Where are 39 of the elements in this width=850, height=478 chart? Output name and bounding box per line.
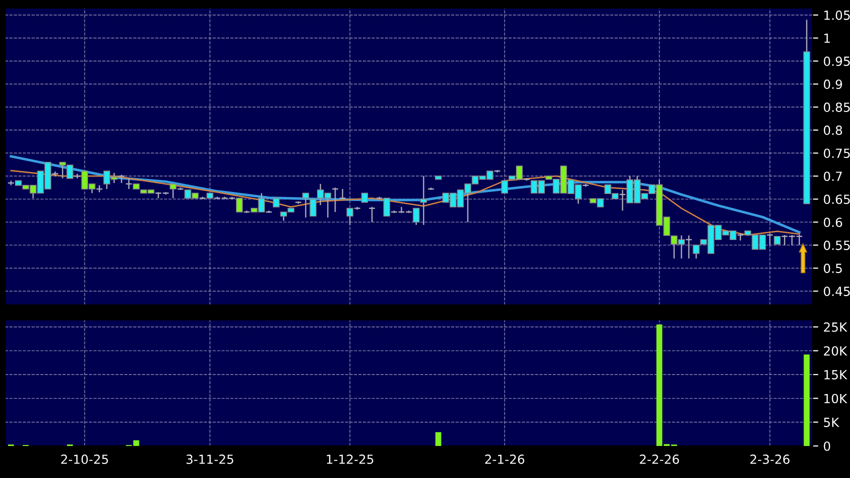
y-tick-label: 0.9	[824, 80, 842, 89]
y-tick-label: 0.95	[824, 56, 850, 66]
y-tick-label: 25K	[824, 322, 848, 332]
line-series	[10, 155, 801, 234]
y-tick-label: 15K	[824, 370, 848, 380]
y-tick-label: 0.45	[824, 286, 850, 296]
bar	[435, 432, 442, 446]
x-tick-label: 2-2-26	[640, 454, 679, 464]
y-tick-label: 0.7	[824, 172, 842, 182]
y-tick-label: 1.05	[824, 10, 850, 20]
candlestick	[310, 198, 316, 217]
y-tick-label: 0.6	[824, 218, 842, 228]
y-tick-label: 0.5	[824, 264, 842, 274]
y-tick-label: 20K	[824, 346, 848, 356]
x-tick-label: 3-11-25	[186, 454, 234, 464]
y-tick-label: 0.55	[824, 240, 850, 250]
y-tick-label: 0.8	[824, 126, 842, 136]
candlestick	[501, 180, 508, 194]
x-tick-label: 1-12-25	[326, 454, 374, 464]
candlestick	[361, 192, 368, 203]
candlestick	[420, 175, 427, 226]
y-tick-label: 0	[824, 441, 830, 451]
line-series	[10, 170, 800, 236]
candlestick	[692, 244, 700, 260]
y-tick-label: 1	[824, 34, 830, 43]
y-tick-label: 10K	[824, 394, 848, 404]
candlestick	[236, 198, 243, 212]
candlestick	[338, 188, 346, 200]
x-tick-label: 2-3-26	[750, 454, 790, 464]
y-tick-label: 0.85	[824, 102, 850, 112]
candlestick	[383, 198, 390, 217]
candlestick	[368, 206, 376, 223]
candlestick	[302, 192, 310, 218]
x-tick-label: 2-1-26	[485, 454, 524, 464]
y-tick-label: 5K	[824, 418, 840, 428]
y-tick-label: 0.65	[824, 194, 850, 204]
x-tick-label: 2-10-25	[61, 454, 108, 464]
y-tick-label: 0.75	[824, 148, 850, 158]
bar	[804, 354, 810, 446]
